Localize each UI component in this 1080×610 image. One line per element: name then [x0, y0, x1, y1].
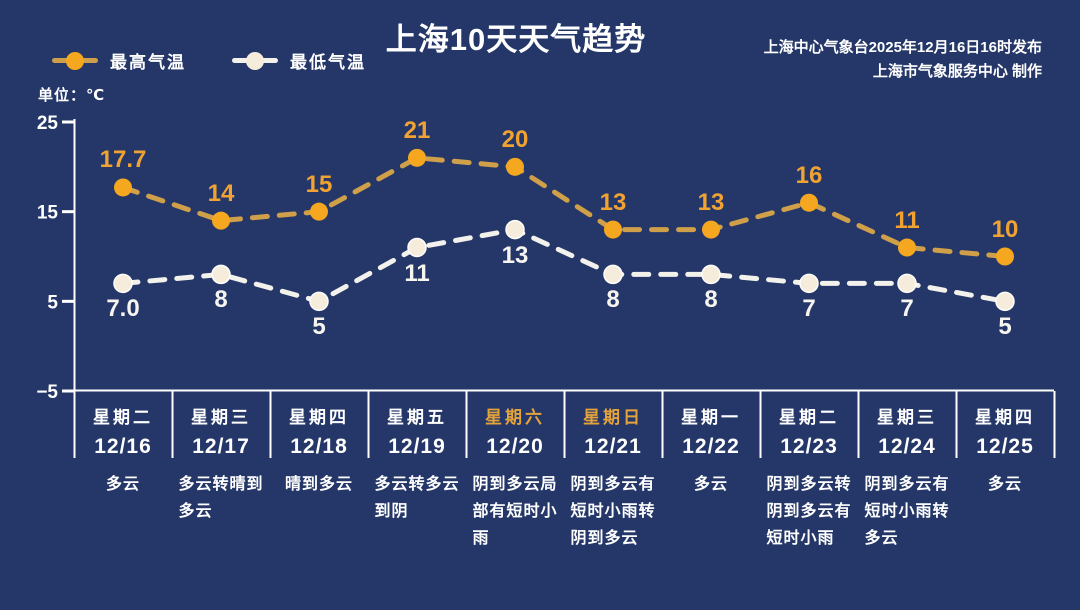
y-axis-tick-label: 5 — [47, 292, 58, 313]
y-axis-tick-label: 15 — [37, 203, 59, 224]
high-temp-dot-icon — [66, 51, 84, 70]
high-temp-point — [212, 211, 230, 230]
low-temp-point — [309, 291, 329, 312]
low-temp-line-icon — [232, 51, 278, 70]
high-temp-line — [120, 155, 1008, 259]
high-temp-point — [898, 238, 916, 257]
low-temp-point — [505, 219, 525, 240]
legend-item-high-temp: 最高气温 — [52, 48, 186, 73]
high-temp-point — [310, 202, 328, 221]
legend-label-low-temp: 最低气温 — [290, 53, 366, 72]
high-temp-point — [702, 220, 720, 239]
low-temp-line — [120, 226, 1008, 305]
high-temp-point — [604, 220, 622, 239]
publisher-info: 上海中心气象台2025年12月16日16时发布 上海市气象服务中心 制作 — [764, 36, 1042, 84]
low-temp-point — [113, 273, 133, 294]
low-temp-point — [701, 264, 721, 285]
publisher-line-1: 上海中心气象台2025年12月16日16时发布 — [763, 39, 1042, 56]
low-temp-point — [897, 273, 917, 294]
legend-item-low-temp: 最低气温 — [232, 48, 366, 73]
unit-label: 单位：℃ — [38, 87, 106, 104]
low-temp-point — [799, 273, 819, 294]
high-temp-line-icon — [52, 51, 98, 70]
high-temp-point — [114, 178, 132, 197]
legend: 最高气温 最低气温 — [52, 48, 366, 73]
low-temp-point — [407, 237, 427, 258]
legend-label-high-temp: 最高气温 — [110, 53, 186, 72]
publisher-line-2: 上海市气象服务中心 制作 — [872, 63, 1042, 80]
low-temp-point — [995, 291, 1015, 312]
low-temp-point — [211, 264, 231, 285]
y-axis-tick-label: −5 — [36, 382, 58, 403]
page-title: 上海10天天气趋势 — [385, 22, 647, 57]
high-temp-point — [800, 193, 818, 212]
high-temp-point — [996, 247, 1014, 266]
low-temp-dot-icon — [246, 51, 264, 70]
high-temp-point — [506, 157, 524, 176]
high-temp-point — [408, 148, 426, 167]
low-temp-point — [603, 264, 623, 285]
y-axis-tick-label: 25 — [37, 113, 59, 134]
